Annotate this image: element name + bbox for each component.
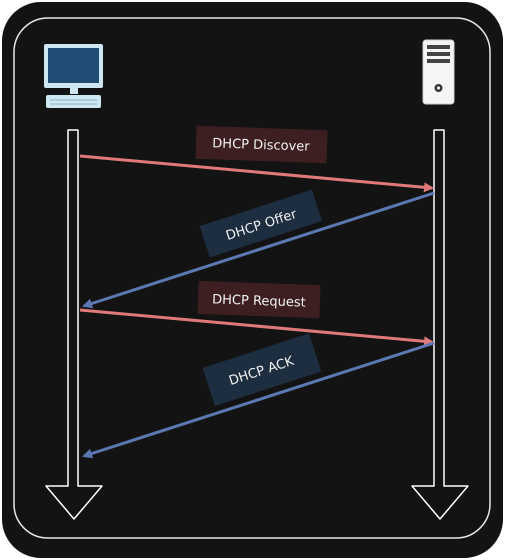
message-dhcp-request: DHCP Request — [79, 280, 434, 347]
dhcp-request-label: DHCP Request — [212, 292, 306, 310]
dhcp-ack-arrow — [82, 341, 435, 459]
message-dhcp-ack: DHCP ACK — [82, 333, 435, 459]
dhcp-ack-label-bg — [202, 333, 322, 407]
desktop-computer-icon — [44, 44, 103, 108]
dhcp-discover-label-bg — [195, 125, 328, 164]
dhcp-request-label-bg — [197, 280, 321, 319]
dhcp-offer-label-bg — [199, 189, 323, 258]
dhcp-discover-label: DHCP Discover — [212, 136, 310, 154]
frame-inner-outline — [13, 17, 491, 539]
dhcp-request-arrow — [79, 308, 434, 347]
dhcp-discover-arrow — [79, 154, 434, 193]
message-dhcp-discover: DHCP Discover — [79, 125, 434, 193]
server-tower-icon — [422, 39, 455, 105]
dhcp-offer-arrow — [82, 191, 435, 309]
client-timeline — [45, 129, 103, 520]
server-timeline — [411, 129, 469, 520]
